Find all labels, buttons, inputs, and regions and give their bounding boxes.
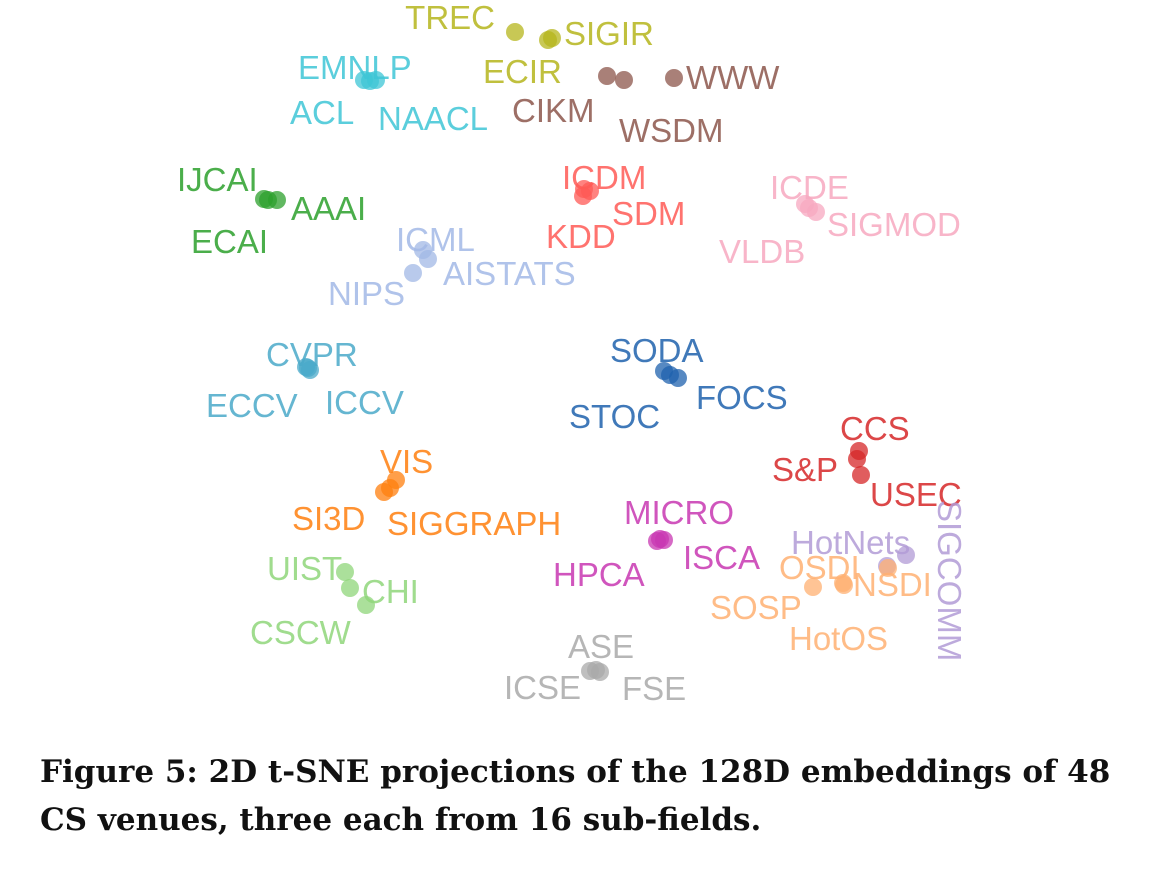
label-micro: MICRO [624, 494, 734, 531]
point-siggraph [381, 479, 399, 497]
point-sigcomm [897, 546, 915, 564]
label-nips: NIPS [328, 275, 405, 312]
label-stoc: STOC [569, 398, 660, 435]
label-eccv: ECCV [206, 387, 298, 424]
label-sigir: SIGIR [564, 15, 654, 52]
label-emnlp: EMNLP [298, 49, 412, 86]
label-sosp: SOSP [710, 589, 802, 626]
label-sigcomm: SIGCOMM [931, 500, 968, 661]
label-ijcai: IJCAI [177, 161, 258, 198]
point-nsdi [879, 559, 897, 577]
label-www: WWW [686, 59, 780, 96]
label-icdm: ICDM [562, 159, 646, 196]
label-usec: USEC [870, 476, 962, 513]
label-siggraph: SIGGRAPH [387, 505, 561, 542]
point-sosp [804, 578, 822, 596]
label-cvpr: CVPR [266, 336, 358, 373]
label-aistats: AISTATS [443, 255, 576, 292]
label-wsdm: WSDM [619, 112, 723, 149]
point-ecir [539, 31, 557, 49]
point-trec [506, 23, 524, 41]
point-iccv [301, 361, 319, 379]
label-acl: ACL [290, 94, 354, 131]
label-ecai: ECAI [191, 223, 268, 260]
label-vldb: VLDB [719, 233, 805, 270]
label-hotos: HotOS [789, 620, 888, 657]
label-focs: FOCS [696, 379, 788, 416]
label-osdi: OSDI [779, 549, 860, 586]
point-fse [591, 663, 609, 681]
label-uist: UIST [267, 550, 342, 587]
label-vis: VIS [380, 443, 433, 480]
label-ecir: ECIR [483, 53, 562, 90]
point-wsdm [615, 71, 633, 89]
label-icse: ICSE [504, 669, 581, 706]
point-isca [655, 531, 673, 549]
label-cikm: CIKM [512, 92, 595, 129]
point-focs [669, 369, 687, 387]
label-icde: ICDE [770, 169, 849, 206]
label-icml: ICML [396, 221, 475, 258]
label-kdd: KDD [546, 218, 616, 255]
label-aaai: AAAI [291, 190, 366, 227]
label-isca: ISCA [683, 539, 760, 576]
point-aaai [268, 191, 286, 209]
point-chi [341, 579, 359, 597]
point-cikm [598, 67, 616, 85]
label-soda: SODA [610, 332, 704, 369]
label-naacl: NAACL [378, 100, 488, 137]
point-uist [336, 563, 354, 581]
point-naacl [367, 71, 385, 89]
label-sandp: S&P [772, 451, 838, 488]
label-sigmod: SIGMOD [827, 206, 961, 243]
label-si3d: SI3D [292, 500, 365, 537]
label-iccv: ICCV [325, 384, 404, 421]
point-usec [852, 466, 870, 484]
points-layer [255, 23, 915, 681]
point-hotos [835, 576, 853, 594]
label-hpca: HPCA [553, 556, 645, 593]
figure-caption: Figure 5: 2D t-SNE projections of the 12… [40, 754, 1111, 838]
point-nips [404, 264, 422, 282]
label-nsdi: NSDI [853, 566, 932, 603]
label-chi: CHI [362, 573, 419, 610]
label-sdm: SDM [612, 195, 685, 232]
label-ccs: CCS [840, 410, 910, 447]
label-fse: FSE [622, 670, 686, 707]
label-ase: ASE [568, 628, 634, 665]
point-sigmod [807, 203, 825, 221]
label-cscw: CSCW [250, 614, 352, 651]
point-sandp [848, 450, 866, 468]
point-cscw [357, 596, 375, 614]
label-hotnets: HotNets [791, 524, 910, 561]
point-aistats [419, 250, 437, 268]
point-kdd [574, 187, 592, 205]
label-trec: TREC [405, 0, 495, 36]
point-www [665, 69, 683, 87]
